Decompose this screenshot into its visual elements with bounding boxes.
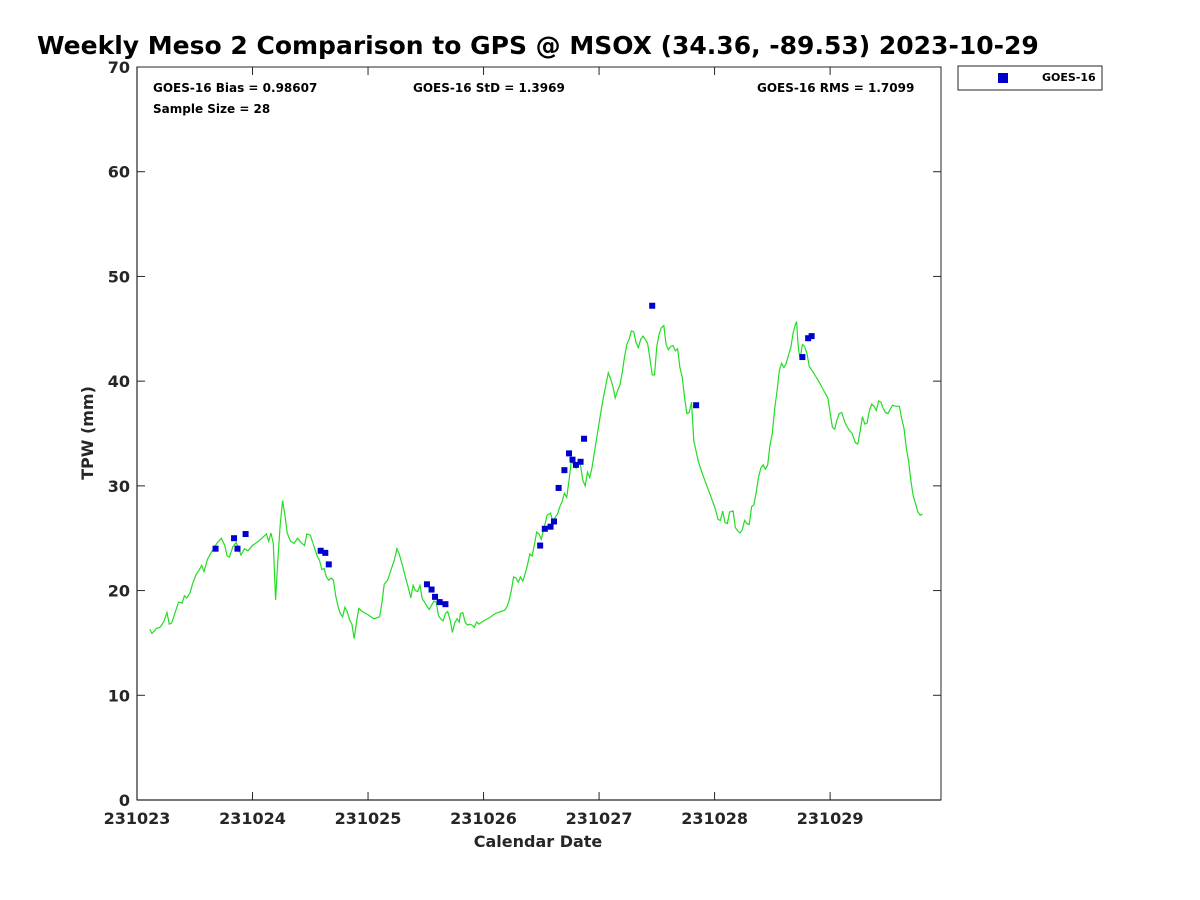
y-tick-label: 70: [108, 58, 130, 77]
rms-stat: GOES-16 RMS = 1.7099: [757, 81, 914, 95]
goes-point: [442, 601, 449, 608]
goes-point: [566, 450, 573, 457]
y-tick-label: 0: [119, 791, 130, 810]
goes-point: [428, 586, 435, 593]
goes-point: [322, 549, 329, 556]
goes-point: [561, 467, 568, 474]
goes-point: [555, 484, 562, 491]
goes-point: [231, 535, 238, 542]
goes-point: [577, 458, 584, 465]
goes-point: [432, 593, 439, 600]
goes-point: [649, 302, 656, 309]
legend-label: GOES-16: [1042, 71, 1096, 84]
sample-size-stat: Sample Size = 28: [153, 102, 270, 116]
legend: GOES-16: [957, 65, 1103, 91]
goes-point: [551, 518, 558, 525]
y-tick-label: 40: [108, 372, 130, 391]
y-ticks: 0 10 20 30 40 50 60 70: [108, 58, 941, 810]
goes-point: [212, 545, 219, 552]
y-tick-label: 50: [108, 267, 130, 286]
goes-point: [317, 547, 324, 554]
x-ticks: 231023 231024 231025 231026 231027 231028 2310…: [104, 67, 864, 828]
goes-point: [537, 542, 544, 549]
goes-point: [805, 335, 812, 342]
x-tick-label: 231027: [566, 809, 633, 828]
x-axis-label: Calendar Date: [474, 832, 603, 851]
x-tick-label: 231029: [797, 809, 864, 828]
goes-point: [547, 523, 554, 530]
bias-stat: GOES-16 Bias = 0.98607: [153, 81, 317, 95]
y-tick-label: 20: [108, 582, 130, 601]
y-axis-label: TPW (mm): [78, 386, 97, 480]
goes-point: [242, 531, 249, 538]
legend-marker: [998, 73, 1008, 83]
legend-box: [957, 65, 1103, 91]
goes-point: [325, 561, 332, 568]
plot-area: [136, 66, 942, 801]
goes-points: [212, 302, 815, 608]
std-stat: GOES-16 StD = 1.3969: [413, 81, 565, 95]
y-tick-label: 60: [108, 163, 130, 182]
goes-point: [799, 354, 806, 361]
goes-point: [234, 545, 241, 552]
x-tick-label: 231028: [681, 809, 748, 828]
gps-series-line: [149, 321, 923, 639]
x-tick-label: 231024: [219, 809, 286, 828]
x-tick-label: 231023: [104, 809, 171, 828]
goes-point: [423, 581, 430, 588]
goes-point: [581, 435, 588, 442]
x-tick-label: 231025: [335, 809, 402, 828]
y-tick-label: 10: [108, 686, 130, 705]
x-tick-label: 231026: [450, 809, 517, 828]
goes-point: [572, 461, 579, 468]
y-tick-label: 30: [108, 477, 130, 496]
goes-point: [541, 525, 548, 532]
goes-point: [436, 599, 443, 606]
goes-point: [569, 456, 576, 463]
chart-title: Weekly Meso 2 Comparison to GPS @ MSOX (…: [37, 31, 1039, 60]
goes-point: [808, 333, 815, 340]
goes-point: [693, 402, 700, 409]
